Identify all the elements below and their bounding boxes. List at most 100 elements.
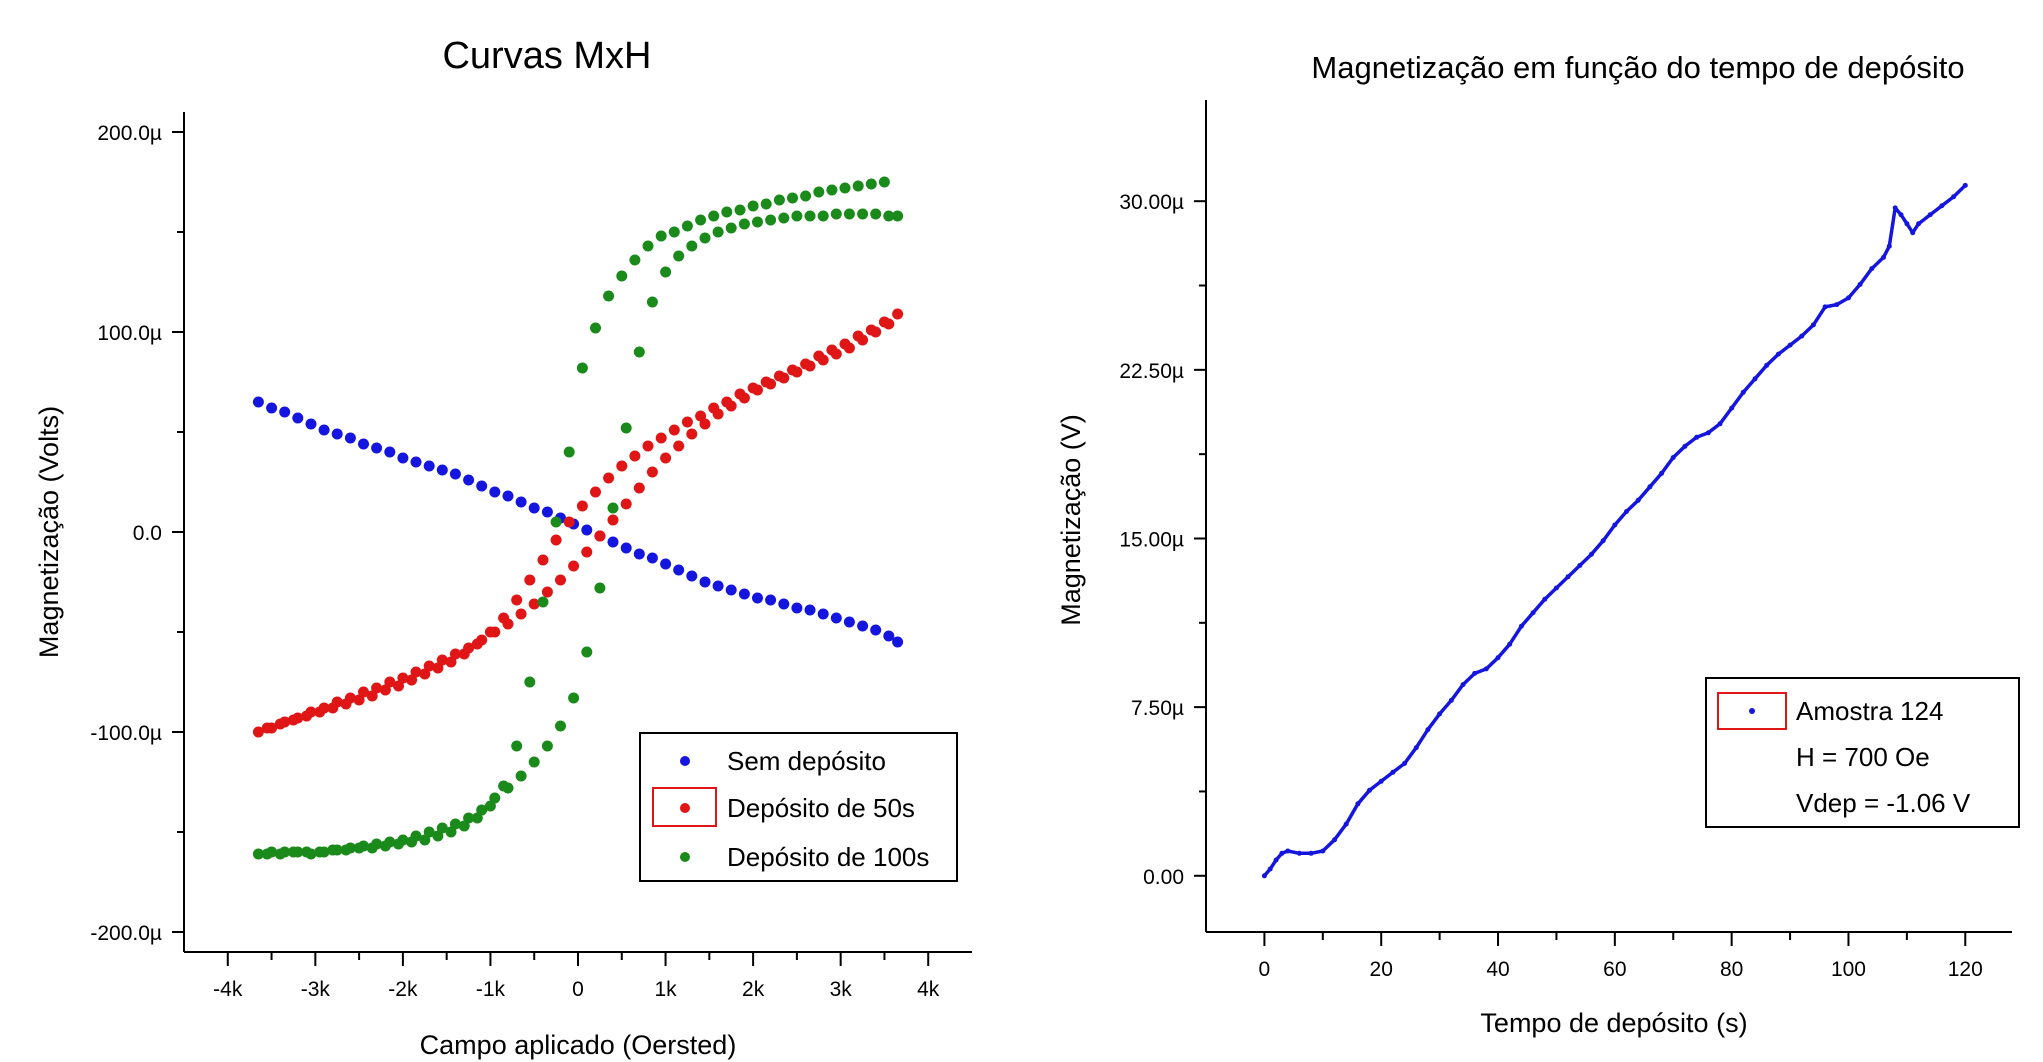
mxh-data-point — [252, 726, 264, 738]
mxh-data-point — [279, 406, 291, 418]
time-data-point — [1320, 848, 1326, 854]
mxh-data-point — [353, 842, 365, 854]
time-y-tick-label: 22.50µ — [1119, 360, 1184, 383]
mxh-data-point — [892, 210, 904, 222]
mxh-data-point — [563, 446, 575, 458]
mxh-data-point — [830, 612, 842, 624]
time-data-point — [1682, 443, 1688, 449]
mxh-data-point — [458, 648, 470, 660]
mxh-data-point — [747, 200, 759, 212]
mxh-data-point — [590, 322, 601, 334]
mxh-data-point — [568, 560, 580, 572]
mxh-data-point — [314, 846, 326, 858]
mxh-series-3 — [252, 176, 904, 860]
time-data-point — [1460, 682, 1466, 688]
mxh-data-point — [576, 362, 588, 374]
time-data-point — [1367, 787, 1372, 793]
time-legend-line-2: H = 700 Oe — [1796, 742, 1930, 772]
mxh-legend-marker-3 — [680, 852, 690, 862]
time-data-point — [1729, 405, 1735, 411]
mxh-data-point — [436, 464, 448, 476]
time-data-point — [1881, 254, 1886, 260]
time-data-point — [1869, 266, 1875, 272]
mxh-data-point — [633, 548, 645, 560]
mxh-data-point — [524, 574, 536, 586]
time-data-point — [1273, 857, 1279, 863]
mxh-data-point — [883, 630, 895, 642]
mxh-data-point — [646, 466, 658, 478]
mxh-data-point — [765, 594, 777, 606]
mxh-data-point — [607, 536, 619, 548]
time-data-point — [1413, 745, 1419, 751]
time-data-point — [1635, 497, 1641, 503]
mxh-data-point — [668, 226, 680, 238]
mxh-y-tick-label: 200.0µ — [97, 122, 162, 145]
mxh-data-point — [432, 662, 444, 674]
mxh-data-point — [436, 654, 448, 666]
mxh-data-point — [379, 684, 391, 696]
time-data-point — [1332, 837, 1337, 843]
mxh-legend-label-3: Depósito de 100s — [727, 842, 929, 872]
mxh-data-point — [725, 584, 737, 596]
mxh-data-point — [660, 452, 672, 464]
mxh-data-point — [384, 676, 396, 688]
mxh-legend-box — [639, 732, 958, 882]
time-data-point — [1600, 538, 1606, 544]
mxh-data-point — [423, 660, 435, 672]
time-x-tick-label: 20 — [1370, 958, 1393, 981]
mxh-data-point — [528, 502, 540, 514]
mxh-data-point — [695, 214, 707, 226]
time-data-point — [1717, 421, 1723, 427]
mxh-data-point — [476, 804, 488, 816]
mxh-data-point — [471, 638, 483, 650]
mxh-data-point — [423, 826, 435, 838]
mxh-x-axis-label: Campo aplicado (Oersted) — [420, 1030, 737, 1060]
mxh-data-point — [843, 616, 855, 628]
time-series-line — [1262, 183, 1968, 878]
mxh-data-point — [616, 460, 628, 472]
mxh-data-point — [252, 848, 264, 860]
mxh-data-point — [581, 646, 593, 658]
mxh-data-point — [752, 216, 763, 228]
mxh-data-point — [353, 694, 365, 706]
mxh-x-tick-label: -1k — [476, 978, 506, 1001]
time-data-point — [1308, 850, 1314, 856]
mxh-data-point — [274, 718, 286, 730]
mxh-data-point — [568, 692, 580, 704]
mxh-data-point — [366, 690, 378, 702]
time-data-point — [1939, 203, 1945, 209]
mxh-data-point — [340, 844, 352, 856]
mxh-data-point — [681, 220, 693, 232]
time-data-point — [1402, 760, 1408, 766]
mxh-data-point — [331, 428, 343, 440]
mxh-data-point — [419, 668, 431, 680]
mxh-data-point — [892, 636, 904, 648]
mxh-x-ticks: -4k -3k -2k -1k 0 1k 2k 3k 4k — [213, 952, 940, 1001]
mxh-data-point — [261, 722, 273, 734]
time-data-point — [1951, 194, 1957, 200]
time-series-1 — [1261, 182, 1968, 879]
mxh-data-point — [406, 674, 418, 686]
mxh-data-point — [449, 818, 461, 830]
time-y-axis-label: Magnetização (V) — [1056, 414, 1086, 626]
mxh-data-point — [397, 672, 409, 684]
mxh-data-point — [344, 432, 356, 444]
time-data-point — [1694, 434, 1700, 440]
mxh-x-tick-label: -2k — [388, 978, 418, 1001]
mxh-data-point — [778, 212, 790, 224]
mxh-data-point — [878, 176, 890, 188]
time-data-point — [1437, 711, 1443, 717]
mxh-data-point — [813, 186, 825, 198]
time-y-ticks: 0.00 7.50µ 15.00µ 22.50µ 30.00µ — [1119, 191, 1206, 889]
mxh-series-2 — [252, 308, 904, 738]
time-data-point — [1775, 351, 1781, 357]
mxh-data-point — [738, 218, 750, 230]
time-data-point — [1355, 801, 1361, 807]
time-data-point — [1898, 212, 1904, 218]
mxh-data-point — [318, 424, 330, 436]
mxh-data-point — [695, 410, 707, 422]
mxh-data-point — [393, 838, 404, 850]
mxh-data-point — [660, 266, 672, 278]
time-data-point — [1764, 362, 1770, 368]
mxh-data-point — [581, 546, 593, 558]
